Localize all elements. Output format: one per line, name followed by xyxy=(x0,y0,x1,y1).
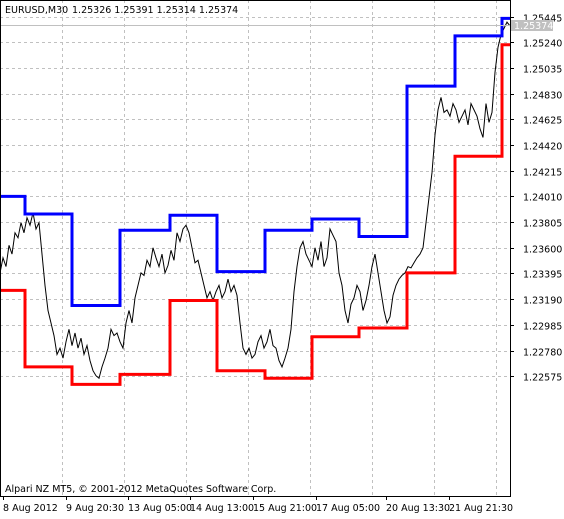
grid xyxy=(0,0,510,496)
x-tick-label: 13 Aug 05:00 xyxy=(128,503,192,514)
y-tick-label: 1.24215 xyxy=(523,168,562,179)
x-tick-label: 21 Aug 21:30 xyxy=(449,503,513,514)
y-tick-label: 1.25445 xyxy=(523,14,562,25)
y-tick-label: 1.24830 xyxy=(523,91,562,102)
upper-channel-line xyxy=(0,16,510,307)
x-tick-label: 9 Aug 20:30 xyxy=(66,503,124,514)
price-line xyxy=(0,21,511,380)
current-price-tag-label: 1.25374 xyxy=(514,21,553,32)
y-tick-label: 1.25035 xyxy=(523,65,562,76)
series-layer xyxy=(0,16,511,386)
y-tick-label: 1.23600 xyxy=(523,245,562,256)
current-price-tag: 1.25374 xyxy=(511,20,553,32)
y-axis: 1.25445 1.25240 1.25035 1.24830 1.24625 1.244… xyxy=(510,14,562,384)
x-tick-label: 20 Aug 13:30 xyxy=(386,503,450,514)
y-tick-label: 1.22575 xyxy=(523,373,562,384)
symbol-timeframe: EURUSD,M30 xyxy=(5,5,68,16)
y-tick-label: 1.23395 xyxy=(523,270,562,281)
lower-channel-line xyxy=(0,43,510,386)
current-price-tag-bg xyxy=(511,20,553,31)
copyright-text: Alpari NZ MT5, © 2001-2012 MetaQuotes So… xyxy=(5,484,276,495)
y-tick-label: 1.22780 xyxy=(523,348,562,359)
y-tick-label: 1.24625 xyxy=(523,116,562,127)
y-tick-label: 1.22985 xyxy=(523,322,562,333)
y-tick-label: 1.24420 xyxy=(523,142,562,153)
y-tick-label: 1.23190 xyxy=(523,296,562,307)
x-tick-label: 17 Aug 05:00 xyxy=(316,503,380,514)
ohlc-values: 1.25326 1.25391 1.25314 1.25374 xyxy=(72,5,238,16)
x-tick-label: 8 Aug 2012 xyxy=(3,503,58,514)
x-tick-label: 14 Aug 13:00 xyxy=(190,503,254,514)
y-tick-label: 1.24010 xyxy=(523,193,562,204)
y-tick-label: 1.25240 xyxy=(523,39,562,50)
x-tick-label: 15 Aug 21:00 xyxy=(253,503,317,514)
y-tick-label: 1.23805 xyxy=(523,219,562,230)
